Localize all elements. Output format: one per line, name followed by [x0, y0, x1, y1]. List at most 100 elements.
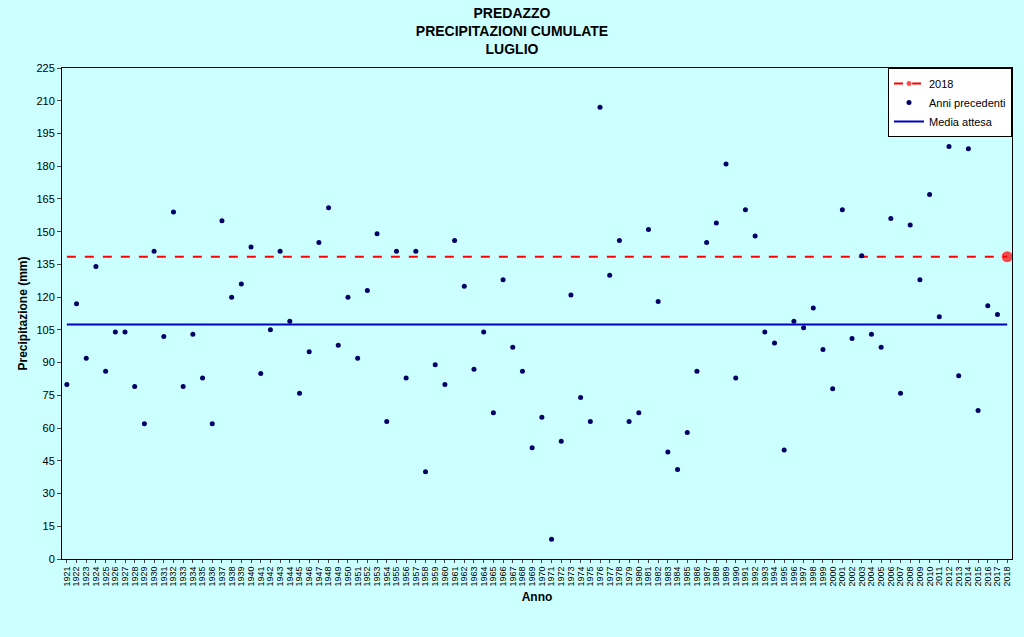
svg-text:2003: 2003: [857, 567, 867, 587]
svg-text:2006: 2006: [886, 567, 896, 587]
svg-text:1987: 1987: [702, 567, 712, 587]
svg-text:1963: 1963: [469, 567, 479, 587]
svg-text:1994: 1994: [769, 567, 779, 587]
svg-text:1970: 1970: [537, 567, 547, 587]
svg-text:1985: 1985: [682, 567, 692, 587]
svg-text:1937: 1937: [217, 567, 227, 587]
svg-text:1989: 1989: [721, 567, 731, 587]
svg-text:2011: 2011: [934, 567, 944, 586]
svg-text:0: 0: [49, 553, 55, 565]
svg-text:1956: 1956: [401, 567, 411, 587]
svg-text:1925: 1925: [101, 567, 111, 587]
svg-text:1973: 1973: [566, 567, 576, 587]
svg-text:1983: 1983: [663, 567, 673, 587]
svg-text:1957: 1957: [411, 567, 421, 587]
svg-text:Precipitazione (mm): Precipitazione (mm): [16, 256, 30, 370]
svg-text:1969: 1969: [527, 567, 537, 587]
svg-text:1966: 1966: [498, 567, 508, 587]
svg-text:1923: 1923: [81, 567, 91, 587]
svg-text:1992: 1992: [750, 567, 760, 587]
svg-text:1949: 1949: [333, 567, 343, 587]
svg-text:1982: 1982: [653, 567, 663, 587]
svg-text:2018: 2018: [929, 78, 953, 90]
svg-text:2012: 2012: [944, 567, 954, 587]
svg-text:1941: 1941: [256, 567, 266, 587]
svg-text:1979: 1979: [624, 567, 634, 587]
svg-text:2015: 2015: [973, 567, 983, 587]
svg-text:1948: 1948: [324, 567, 334, 587]
svg-text:Media attesa: Media attesa: [929, 116, 993, 128]
svg-text:1939: 1939: [236, 567, 246, 587]
svg-text:105: 105: [36, 324, 54, 336]
svg-text:1991: 1991: [740, 567, 750, 587]
svg-text:150: 150: [36, 226, 54, 238]
svg-text:1924: 1924: [91, 567, 101, 587]
svg-text:135: 135: [36, 258, 54, 270]
svg-text:1998: 1998: [808, 567, 818, 587]
svg-text:1995: 1995: [779, 567, 789, 587]
svg-text:1964: 1964: [479, 567, 489, 587]
svg-text:1935: 1935: [197, 567, 207, 587]
svg-text:75: 75: [43, 389, 55, 401]
svg-text:30: 30: [43, 487, 55, 499]
svg-text:195: 195: [36, 127, 54, 139]
svg-text:1954: 1954: [382, 567, 392, 587]
svg-text:2004: 2004: [866, 567, 876, 587]
svg-text:210: 210: [36, 95, 54, 107]
svg-text:1988: 1988: [711, 567, 721, 587]
svg-text:1946: 1946: [304, 567, 314, 587]
svg-text:1976: 1976: [595, 567, 605, 587]
svg-text:1951: 1951: [353, 567, 363, 587]
svg-text:225: 225: [36, 62, 54, 74]
svg-text:1978: 1978: [614, 567, 624, 587]
svg-text:1975: 1975: [585, 567, 595, 587]
svg-text:1945: 1945: [294, 567, 304, 587]
svg-text:1990: 1990: [731, 567, 741, 587]
svg-text:2018: 2018: [1002, 567, 1012, 587]
svg-text:180: 180: [36, 160, 54, 172]
svg-text:1940: 1940: [246, 567, 256, 587]
svg-text:1936: 1936: [207, 567, 217, 587]
svg-text:1986: 1986: [692, 567, 702, 587]
svg-text:Anni precedenti: Anni precedenti: [929, 97, 1005, 109]
svg-text:1931: 1931: [159, 567, 169, 587]
svg-text:1932: 1932: [168, 567, 178, 587]
svg-text:1952: 1952: [362, 567, 372, 587]
svg-text:1955: 1955: [391, 567, 401, 587]
svg-text:1965: 1965: [488, 567, 498, 587]
svg-text:1999: 1999: [818, 567, 828, 587]
svg-text:1996: 1996: [789, 567, 799, 587]
svg-text:1971: 1971: [546, 567, 556, 587]
svg-text:1953: 1953: [372, 567, 382, 587]
svg-text:1981: 1981: [643, 567, 653, 587]
svg-text:1930: 1930: [149, 567, 159, 587]
svg-text:1972: 1972: [556, 567, 566, 587]
svg-text:1927: 1927: [120, 567, 130, 587]
svg-text:1980: 1980: [634, 567, 644, 587]
svg-text:1944: 1944: [285, 567, 295, 587]
svg-text:1934: 1934: [188, 567, 198, 587]
svg-text:2005: 2005: [876, 567, 886, 587]
svg-text:1928: 1928: [130, 567, 140, 587]
svg-text:2002: 2002: [847, 567, 857, 587]
svg-text:PREDAZZOPRECIPITAZIONI CUMULAT: PREDAZZOPRECIPITAZIONI CUMULATELUGLIO: [416, 5, 608, 57]
svg-text:1960: 1960: [440, 567, 450, 587]
svg-text:120: 120: [36, 291, 54, 303]
svg-text:1997: 1997: [799, 567, 809, 587]
svg-text:1922: 1922: [71, 567, 81, 587]
svg-text:1962: 1962: [459, 567, 469, 587]
svg-text:2016: 2016: [983, 567, 993, 587]
svg-text:1950: 1950: [343, 567, 353, 587]
svg-text:1938: 1938: [227, 567, 237, 587]
svg-text:2014: 2014: [963, 567, 973, 587]
svg-text:2001: 2001: [837, 567, 847, 587]
svg-text:2010: 2010: [925, 567, 935, 587]
svg-text:90: 90: [43, 356, 55, 368]
svg-text:2007: 2007: [895, 567, 905, 587]
svg-text:1977: 1977: [605, 567, 615, 587]
svg-text:1993: 1993: [760, 567, 770, 587]
svg-text:45: 45: [43, 455, 55, 467]
svg-text:2000: 2000: [828, 567, 838, 587]
svg-text:1943: 1943: [275, 567, 285, 587]
svg-text:60: 60: [43, 422, 55, 434]
